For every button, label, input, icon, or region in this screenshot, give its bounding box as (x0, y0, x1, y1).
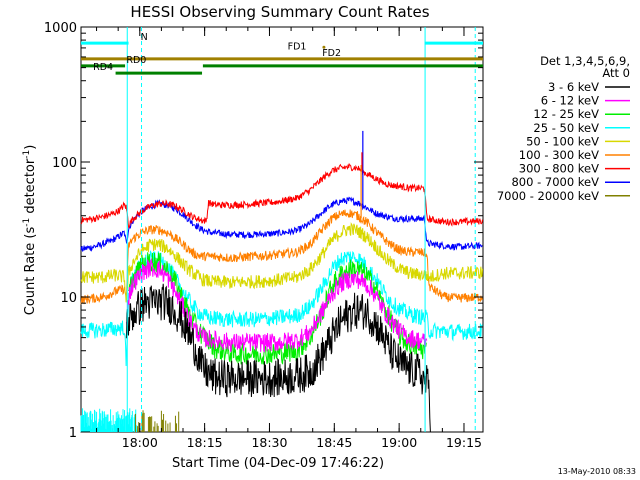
x-tick-label: 19:00 (381, 435, 417, 450)
x-tick-label: 19:15 (446, 435, 482, 450)
x-tick-label: 18:30 (251, 435, 287, 450)
y-tick-label: 100 (52, 156, 77, 171)
series-line (125, 257, 428, 353)
x-tick-label: 18:45 (316, 435, 352, 450)
flag-dot (322, 45, 326, 49)
legend-label: 50 - 100 keV (526, 134, 599, 148)
y-tick-label: 1 (69, 426, 77, 441)
legend-title-2: Att 0 (602, 66, 630, 80)
legend-label: 6 - 12 keV (541, 94, 599, 108)
series-line (80, 209, 483, 305)
flag-label: FD2 (322, 48, 341, 59)
footer-timestamp: 13-May-2010 08:33 (558, 467, 636, 476)
legend-label: 7000 - 20000 keV (497, 189, 599, 203)
legend-label: 3 - 6 keV (548, 80, 599, 94)
flag-label: RD4 (93, 62, 113, 73)
axes: 1 10 100 1000 18:00 18:15 18:30 18:45 19:00 19:15 (44, 21, 483, 450)
legend-label: 100 - 300 keV (519, 148, 599, 162)
y-axis-label-sup1: -1 (22, 218, 32, 227)
y-tick-label: 10 (60, 291, 77, 306)
x-axis-label: Start Time (04-Dec-09 17:46:22) (172, 456, 384, 471)
y-axis-label-end: ) (23, 145, 38, 150)
series-line (125, 283, 431, 433)
flag-label: RD0 (126, 55, 146, 66)
y-axis-label-sup2: -1 (22, 150, 32, 159)
series-line (80, 222, 483, 303)
series-line (80, 162, 483, 229)
y-axis-label-main: Count Rate (s (23, 227, 38, 316)
x-tick-label: 18:15 (187, 435, 223, 450)
legend-title-1: Det 1,3,4,5,6,9, (540, 54, 630, 68)
legend-label: 12 - 25 keV (533, 107, 599, 121)
series-line (80, 196, 483, 252)
plot-frame (80, 26, 484, 433)
y-axis-label: Count Rate (s-1 detector-1) (22, 145, 38, 316)
x-tick-label: 18:00 (122, 435, 158, 450)
legend-label: 300 - 800 keV (519, 162, 599, 176)
y-tick-label: 1000 (44, 21, 77, 36)
plot-area: N FD1 FD2 RD0 RD4 (80, 27, 483, 433)
y-axis-label-mid: detector (23, 158, 38, 218)
flag-label: FD1 (288, 41, 307, 52)
flag-label: N (141, 32, 148, 43)
legend-label: 800 - 7000 keV (511, 175, 599, 189)
legend-label: 25 - 50 keV (533, 121, 599, 135)
chart-title: HESSI Observing Summary Count Rates (130, 3, 429, 21)
